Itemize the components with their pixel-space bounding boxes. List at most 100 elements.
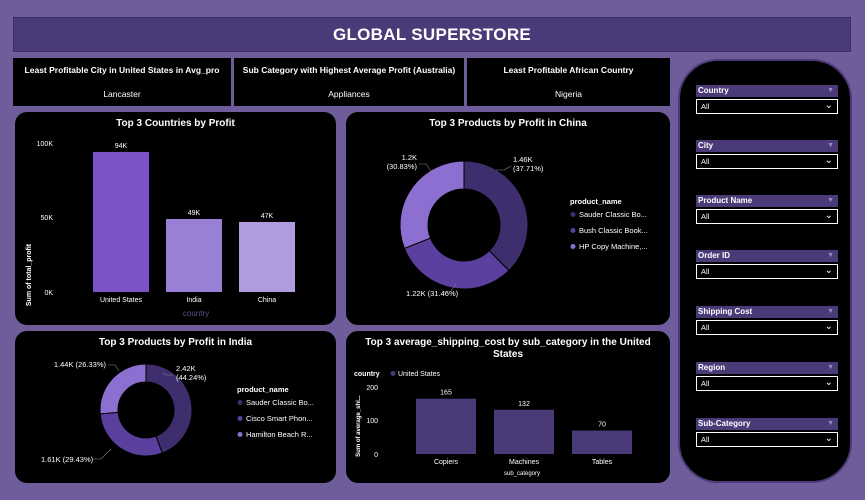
slicer-header[interactable]: Country ▼ [696, 85, 838, 97]
slicer-country: Country ▼ All ⌄ [696, 85, 838, 114]
legend-item[interactable]: United States [398, 371, 441, 378]
donut-slice[interactable] [99, 363, 147, 415]
chevron-down-icon[interactable]: ⌄ [824, 265, 833, 276]
x-tick-label: Copiers [434, 459, 459, 466]
chevron-down-icon[interactable]: ▼ [827, 142, 834, 149]
data-label: 70 [598, 422, 606, 429]
chevron-down-icon[interactable]: ▼ [827, 364, 834, 371]
chevron-down-icon[interactable]: ⌄ [824, 155, 833, 166]
legend-item[interactable]: Bush Classic Book... [579, 226, 648, 235]
slicer-dropdown[interactable]: All ⌄ [696, 264, 838, 279]
legend-swatch [570, 244, 576, 249]
donut-slice[interactable] [399, 160, 465, 249]
legend-title: country [354, 371, 380, 378]
y-tick-label: 50K [41, 215, 54, 222]
chart-title: Top 3 Products by Profit in India [98, 337, 253, 348]
chevron-down-icon[interactable]: ⌄ [824, 321, 833, 332]
bar-chart-svg: country United States Sum of average_shi… [354, 371, 632, 477]
slice-data-label: 1.61K (29.43%) [41, 455, 94, 464]
x-tick-label: China [258, 297, 276, 304]
chevron-down-icon[interactable]: ▼ [827, 308, 834, 315]
slicer-dropdown[interactable]: All ⌄ [696, 376, 838, 391]
legend-item[interactable]: Sauder Classic Bo... [579, 210, 647, 219]
filter-panel: Country ▼ All ⌄ City ▼ All ⌄ Product Name ▼ All ⌄ Or… [678, 59, 852, 483]
slicer-header[interactable]: Order ID ▼ [696, 250, 838, 262]
donut-chart-svg: 1.46K (37.71%) 1.22K (31.46%) 1.2K (30.83%) p… [387, 153, 648, 298]
kpi-value: Appliances [328, 89, 370, 99]
donut-chart-svg: 2.42K (44.24%) 1.61K (29.43%) 1.44K (26.33%… [41, 360, 314, 464]
chart-top-countries-profit[interactable]: Top 3 Countries by Profit Sum of total_p… [15, 112, 336, 325]
chart-top-products-china[interactable]: Top 3 Products by Profit in China 1.46K(… [346, 112, 670, 325]
slicer-value: All [701, 323, 710, 332]
slicer-dropdown[interactable]: All ⌄ [696, 320, 838, 335]
donut-slice[interactable] [145, 363, 193, 454]
slicer-dropdown[interactable]: All ⌄ [696, 432, 838, 447]
slicer-dropdown[interactable]: All ⌄ [696, 99, 838, 114]
slicer-value: All [701, 212, 710, 221]
legend-swatch [570, 228, 576, 233]
donut-slice[interactable] [99, 411, 163, 457]
chevron-down-icon[interactable]: ⌄ [824, 377, 833, 388]
chevron-down-icon[interactable]: ▼ [827, 197, 834, 204]
slicer-dropdown[interactable]: All ⌄ [696, 209, 838, 224]
legend-title: product_name [570, 197, 622, 206]
slicer-dropdown[interactable]: All ⌄ [696, 154, 838, 169]
legend-swatch [237, 416, 243, 421]
slice-data-label: 2.42K (44.24%) [176, 364, 207, 382]
x-axis-title: sub_category [504, 471, 540, 477]
slicer-value: All [701, 435, 710, 444]
bar-chart-svg: Sum of total_profit 100K 50K 0K 94K Unite… [26, 141, 295, 318]
legend-item[interactable]: Cisco Smart Phon... [246, 414, 313, 423]
y-tick-label: 0 [374, 452, 378, 459]
x-tick-label: Machines [509, 459, 539, 466]
slicer-header[interactable]: Shipping Cost ▼ [696, 306, 838, 318]
slice-data-label: 1.46K (37.71%) [513, 155, 544, 173]
bar-copiers[interactable] [416, 398, 476, 454]
donut-slice[interactable] [463, 160, 529, 272]
slicer-region: Region ▼ All ⌄ [696, 362, 838, 391]
data-label: 47K [261, 213, 274, 220]
chevron-down-icon[interactable]: ▼ [827, 420, 834, 427]
x-tick-label: India [186, 297, 201, 304]
bar-tables[interactable] [572, 430, 632, 454]
kpi-value: Lancaster [103, 89, 141, 99]
legend-item[interactable]: Sauder Classic Bo... [246, 398, 314, 407]
legend-item[interactable]: Hamilton Beach R... [246, 430, 313, 439]
legend-swatch [237, 400, 243, 405]
slicer-header[interactable]: City ▼ [696, 140, 838, 152]
dashboard-title: GLOBAL SUPERSTORE [332, 24, 532, 44]
slicer-label: Country [698, 86, 729, 95]
kpi-label: Least Profitable City in United States i… [24, 65, 220, 75]
chart-avg-shipping-cost[interactable]: Top 3 average_shipping_cost by sub_categ… [346, 331, 670, 483]
slicer-shipping-cost: Shipping Cost ▼ All ⌄ [696, 306, 838, 335]
chevron-down-icon[interactable]: ⌄ [824, 433, 833, 444]
legend-item[interactable]: HP Copy Machine,... [579, 242, 648, 251]
slicer-city: City ▼ All ⌄ [696, 140, 838, 169]
chevron-down-icon[interactable]: ⌄ [824, 100, 833, 111]
chart-title: Top 3 Countries by Profit [116, 118, 235, 129]
chart-title: Top 3 Products by Profit in China [429, 118, 587, 129]
slicer-label: Sub-Category [698, 419, 751, 428]
legend-swatch [390, 371, 396, 376]
bar-china[interactable] [239, 221, 295, 292]
slicer-sub-category: Sub-Category ▼ All ⌄ [696, 418, 838, 447]
bar-united-states[interactable] [93, 151, 149, 292]
bar-machines[interactable] [494, 409, 554, 454]
y-tick-label: 0K [44, 290, 53, 297]
chevron-down-icon[interactable]: ⌄ [824, 210, 833, 221]
slicer-label: Product Name [698, 196, 753, 205]
slice-data-label: 1.22K (31.46%) [406, 289, 459, 298]
data-label: 49K [188, 210, 201, 217]
slicer-header[interactable]: Product Name ▼ [696, 195, 838, 207]
x-axis-title: country [183, 309, 209, 318]
chart-title: Top 3 average_shipping_cost by sub_categ… [365, 337, 651, 360]
bar-india[interactable] [166, 218, 222, 292]
slicer-header[interactable]: Region ▼ [696, 362, 838, 374]
slicer-header[interactable]: Sub-Category ▼ [696, 418, 838, 430]
chevron-down-icon[interactable]: ▼ [827, 252, 834, 259]
chart-top-products-india[interactable]: Top 3 Products by Profit in India 2.42K(… [15, 331, 336, 483]
slicer-value: All [701, 379, 710, 388]
x-tick-label: Tables [592, 459, 613, 466]
slice-data-label: 1.2K (30.83%) [387, 153, 418, 171]
chevron-down-icon[interactable]: ▼ [827, 87, 834, 94]
